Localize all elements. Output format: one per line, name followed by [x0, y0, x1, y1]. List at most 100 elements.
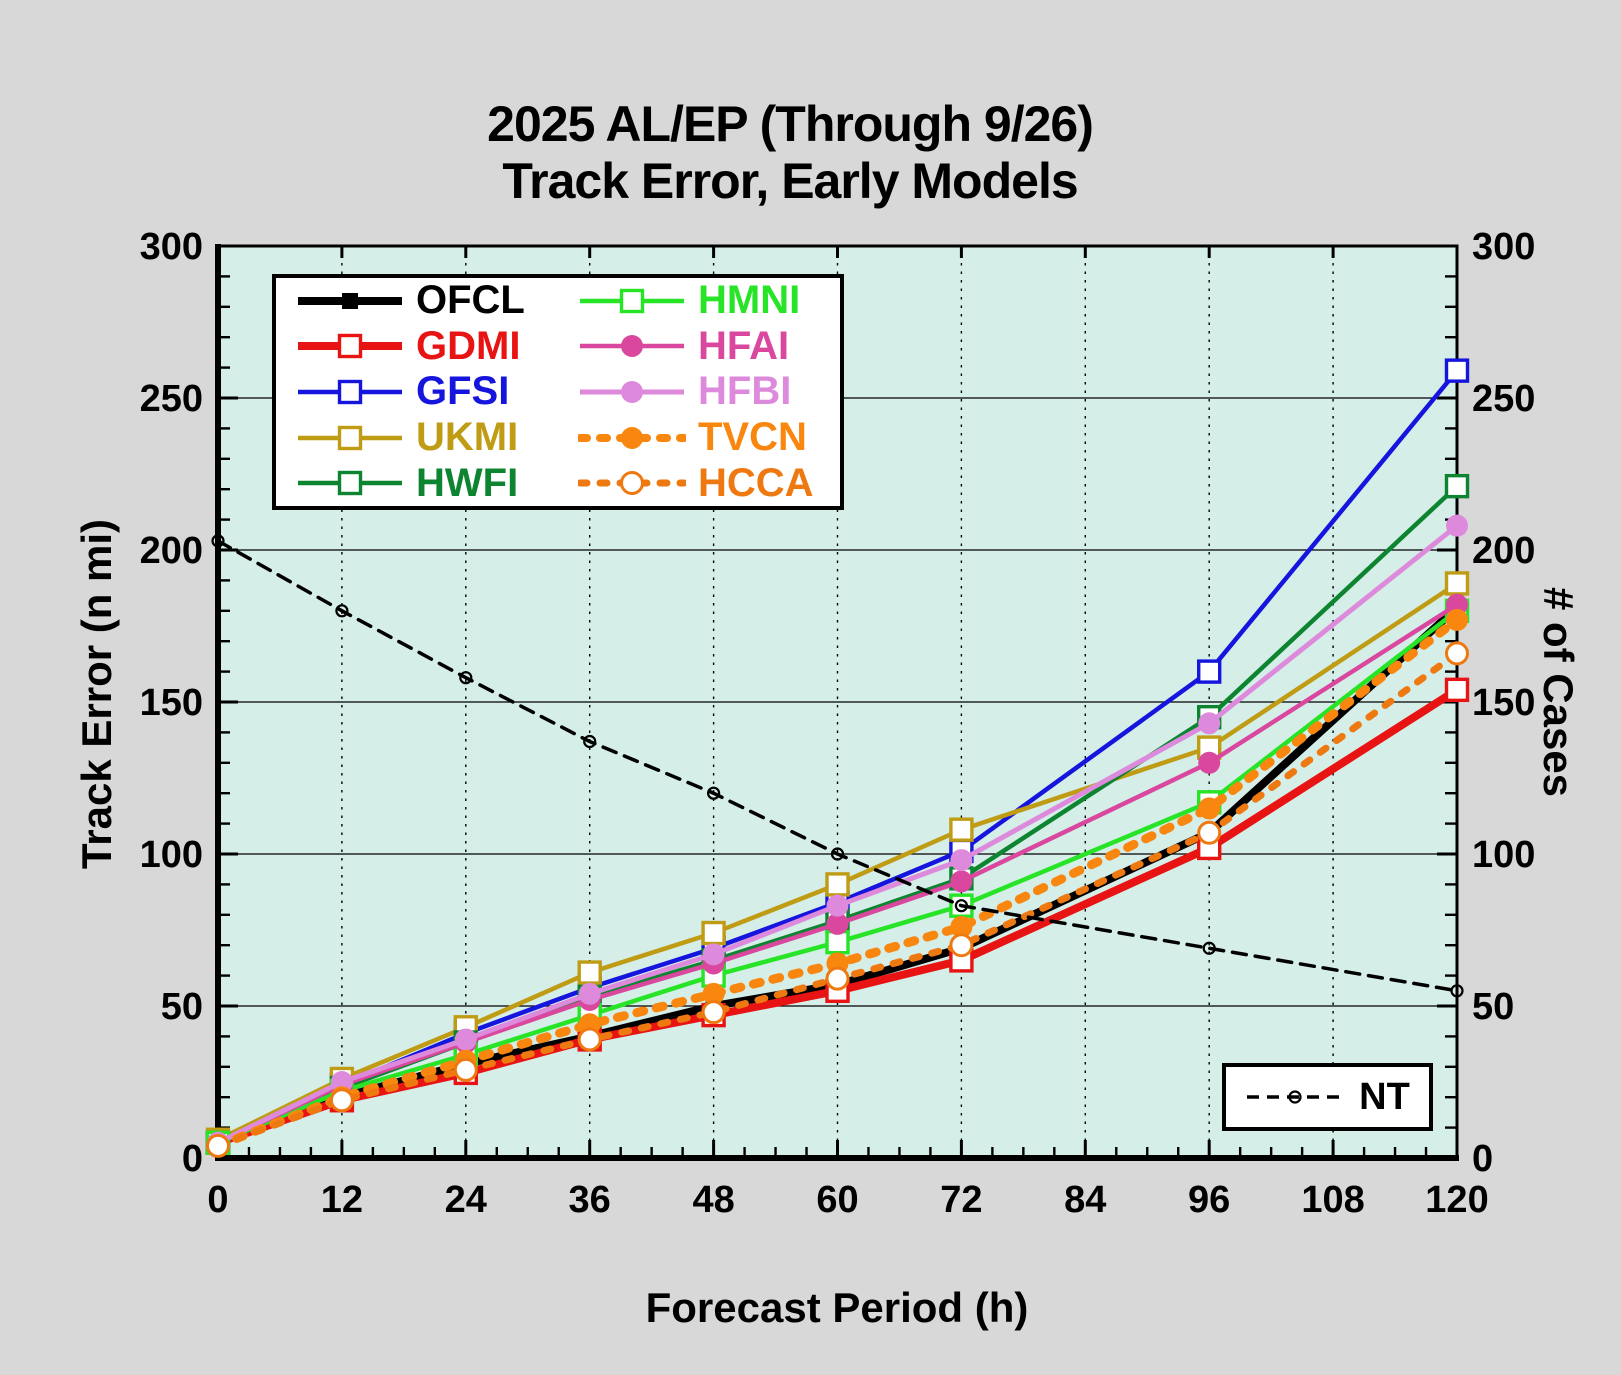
marker-circle_filled — [621, 426, 643, 449]
series-HFBI — [207, 514, 1468, 1154]
marker-circle_open — [329, 1088, 354, 1113]
marker-square_open — [949, 817, 974, 842]
marker-square_open — [1444, 677, 1470, 703]
marker-circle_open_small — [583, 734, 597, 749]
x-tick-label: 12 — [321, 1179, 363, 1221]
legend-label-UKMI: UKMI — [416, 415, 519, 460]
marker-circle_open_small — [1202, 941, 1216, 955]
marker-square_open — [337, 334, 363, 359]
marker-circle_filled — [826, 894, 849, 917]
legend-sample-HWFI — [298, 470, 402, 496]
chart-title-line1: 2025 AL/EP (Through 9/26) — [487, 96, 1094, 152]
legend-label-GFSI: GFSI — [416, 369, 510, 414]
marker-square_open — [577, 960, 602, 985]
marker-circle_filled — [1446, 608, 1468, 631]
marker-circle_filled — [621, 335, 643, 358]
legend-label-NT: NT — [1359, 1075, 1410, 1118]
marker-circle_open — [949, 933, 974, 958]
marker-circle_open — [701, 1000, 726, 1025]
marker-square_filled — [342, 292, 358, 309]
x-tick-label: 60 — [816, 1179, 858, 1221]
x-tick-label: 24 — [445, 1179, 487, 1221]
legend-item-OFCL: OFCL — [276, 278, 558, 324]
y-tick-label-right: 300 — [1472, 226, 1535, 268]
legend-sample-HMNI — [580, 288, 684, 313]
y-tick-label-left: 200 — [140, 530, 203, 572]
marker-square_open — [1444, 473, 1470, 499]
marker-square_open — [337, 425, 363, 450]
marker-square_open — [337, 379, 363, 405]
legend-label-HFAI: HFAI — [698, 323, 790, 368]
marker-square_open — [619, 288, 645, 313]
marker-circle_open — [577, 1027, 602, 1052]
marker-circle_open — [206, 1133, 230, 1158]
series-NT — [211, 534, 1464, 998]
legend-sample-UKMI — [298, 425, 402, 450]
marker-circle_open_small — [830, 847, 845, 861]
legend-label-HMNI: HMNI — [698, 278, 801, 323]
legend-item-HWFI: HWFI — [276, 460, 558, 506]
legend-label-HFBI: HFBI — [698, 369, 792, 414]
legend-sample-GDMI — [298, 334, 402, 359]
marker-circle_open_small — [1288, 1090, 1302, 1104]
x-tick-label: 96 — [1188, 1179, 1230, 1221]
series-line-NT — [216, 539, 1459, 993]
x-axis-label: Forecast Period (h) — [645, 1284, 1029, 1331]
x-tick-label: 120 — [1425, 1179, 1488, 1221]
marker-circle_filled — [950, 870, 973, 893]
marker-circle_filled — [1446, 593, 1468, 616]
legend-item-HMNI: HMNI — [558, 278, 840, 324]
legend-item-GFSI: GFSI — [276, 369, 558, 415]
marker-circle_filled — [702, 982, 725, 1005]
legend-item-HFBI: HFBI — [558, 369, 840, 415]
legend-label-TVCN: TVCN — [698, 415, 807, 460]
x-tick-label: 0 — [207, 1179, 228, 1221]
series-TVCN — [207, 608, 1468, 1157]
series-HCCA — [206, 641, 1469, 1158]
y-tick-label-left: 100 — [140, 834, 203, 876]
legend-sample-NT — [1247, 1090, 1344, 1104]
legend-item-TVCN: TVCN — [558, 415, 840, 461]
marker-circle_filled — [1446, 514, 1468, 537]
marker-circle_filled — [454, 1028, 477, 1051]
chart-title: 2025 AL/EP (Through 9/26) Track Error, E… — [290, 96, 1290, 210]
marker-circle_open — [620, 471, 644, 496]
marker-circle_open — [1445, 641, 1469, 666]
legend-item-GDMI: GDMI — [276, 324, 558, 370]
marker-circle_open_small — [459, 671, 473, 685]
legend-sample-HFAI — [580, 335, 684, 358]
marker-square_open — [1444, 358, 1470, 383]
marker-square_open — [1444, 571, 1470, 596]
legend-sample-TVCN — [578, 426, 686, 449]
legend-label-HCCA: HCCA — [698, 460, 814, 505]
y-tick-label-left: 0 — [182, 1138, 203, 1180]
marker-circle_filled — [826, 912, 849, 935]
x-tick-label: 36 — [569, 1179, 611, 1221]
legend-main: OFCL HMNI GDMI HFAI GFSI HFBI UKMI TVCN HWFI HCCA — [272, 274, 844, 510]
marker-square_open — [825, 872, 850, 897]
marker-circle_open — [825, 966, 850, 991]
legend-nt: NT — [1222, 1063, 1433, 1131]
y-tick-label-left: 50 — [161, 986, 203, 1028]
marker-circle_filled — [1198, 797, 1221, 820]
marker-circle_open_small — [335, 604, 349, 618]
marker-square_open — [1196, 659, 1222, 684]
y-axis-label-left: Track Error (n mi) — [73, 518, 120, 870]
y-tick-label-right: 200 — [1472, 530, 1535, 572]
marker-circle_filled — [1198, 751, 1221, 774]
legend-label-OFCL: OFCL — [416, 278, 525, 323]
marker-circle_filled — [621, 380, 643, 403]
legend-label-HWFI: HWFI — [416, 460, 519, 505]
y-tick-label-right: 50 — [1472, 986, 1514, 1028]
x-tick-label: 108 — [1301, 1179, 1364, 1221]
legend-sample-GFSI — [298, 379, 402, 405]
marker-circle_filled — [950, 849, 973, 872]
legend-item-UKMI: UKMI — [276, 415, 558, 461]
marker-circle_open — [453, 1057, 478, 1082]
marker-circle_filled — [1198, 712, 1221, 735]
y-tick-label-right: 100 — [1472, 834, 1535, 876]
marker-square_open — [337, 470, 363, 496]
marker-circle_filled — [578, 982, 601, 1005]
marker-circle_open_small — [954, 899, 969, 913]
legend-sample-HCCA — [578, 471, 686, 496]
